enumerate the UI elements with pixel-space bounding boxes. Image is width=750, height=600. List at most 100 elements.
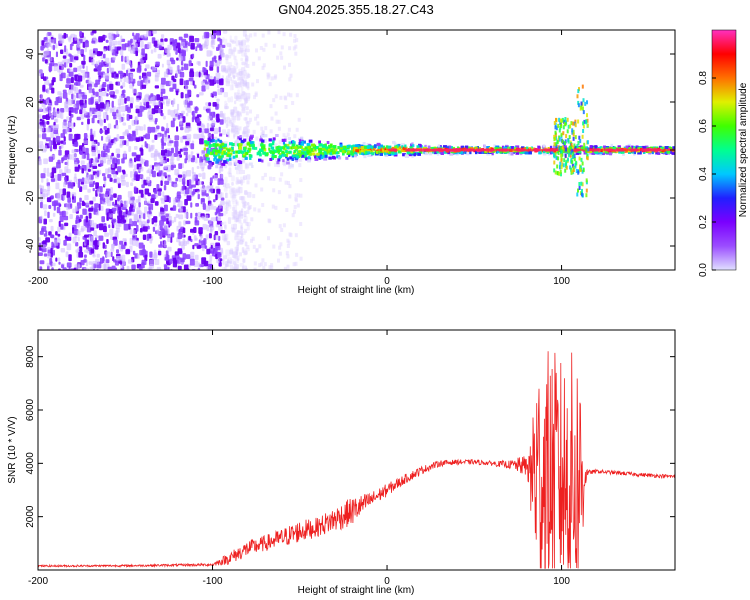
noise-speckle <box>169 140 174 144</box>
noise-speckle <box>56 111 62 118</box>
signal-cell <box>370 152 375 156</box>
noise-speckle <box>219 119 224 125</box>
noise-speckle <box>241 157 246 164</box>
signal-cell <box>204 143 208 147</box>
noise-speckle <box>84 147 89 155</box>
noise-speckle <box>59 74 63 82</box>
noise-speckle <box>38 242 41 247</box>
noise-speckle <box>117 182 121 189</box>
noise-speckle <box>68 133 73 141</box>
noise-speckle <box>227 258 230 264</box>
noise-speckle <box>231 194 237 200</box>
noise-speckle <box>71 135 75 140</box>
noise-speckle <box>128 146 132 152</box>
fade-speckle <box>264 126 268 131</box>
noise-speckle <box>94 83 98 88</box>
noise-speckle <box>216 118 221 122</box>
signal-cell <box>424 144 427 148</box>
fade-speckle <box>258 244 262 249</box>
fade-speckle <box>284 135 288 140</box>
noise-speckle <box>66 160 69 167</box>
noise-speckle <box>57 236 60 241</box>
noise-speckle <box>51 241 54 248</box>
signal-cell <box>232 150 235 154</box>
fade-speckle <box>284 160 287 165</box>
noise-speckle <box>106 148 110 153</box>
fade-speckle <box>231 79 235 84</box>
noise-speckle <box>50 178 56 182</box>
noise-speckle <box>173 183 179 187</box>
noise-speckle <box>74 34 77 41</box>
noise-speckle <box>43 52 48 56</box>
signal-cell <box>408 153 412 157</box>
fade-speckle <box>241 74 245 79</box>
noise-speckle <box>225 54 229 58</box>
noise-speckle <box>107 266 112 270</box>
signal-cell <box>281 153 285 157</box>
noise-speckle <box>223 205 227 210</box>
noise-speckle <box>146 176 151 183</box>
noise-speckle <box>231 121 235 128</box>
noise-speckle <box>188 60 192 67</box>
signal-cell <box>298 150 302 154</box>
noise-speckle <box>66 168 71 174</box>
noise-speckle <box>67 36 72 41</box>
noise-speckle <box>139 147 143 152</box>
noise-speckle <box>224 100 227 105</box>
noise-speckle <box>189 190 192 195</box>
fade-speckle <box>276 55 280 60</box>
noise-speckle <box>49 66 52 73</box>
noise-speckle <box>78 251 84 258</box>
fade-speckle <box>249 33 253 38</box>
noise-speckle <box>169 219 172 226</box>
noise-speckle <box>236 241 240 247</box>
noise-speckle <box>128 114 133 119</box>
noise-speckle <box>88 212 92 219</box>
fade-speckle <box>252 61 256 66</box>
noise-speckle <box>242 132 246 137</box>
signal-cell <box>316 152 320 156</box>
noise-speckle <box>208 102 212 107</box>
noise-speckle <box>125 55 129 61</box>
noise-speckle <box>225 80 230 87</box>
noise-speckle <box>200 149 206 156</box>
signal-cell <box>260 143 264 147</box>
noise-speckle <box>235 40 240 47</box>
noise-speckle <box>98 36 104 43</box>
noise-speckle <box>164 38 168 42</box>
noise-speckle <box>99 223 104 231</box>
signal-cell <box>354 154 357 158</box>
noise-speckle <box>194 254 199 261</box>
fade-speckle <box>253 95 256 100</box>
noise-speckle <box>213 55 217 60</box>
noise-speckle <box>225 103 229 110</box>
noise-speckle <box>211 133 214 141</box>
noise-speckle <box>67 154 73 160</box>
noise-speckle <box>58 34 62 41</box>
noise-speckle <box>92 196 96 202</box>
noise-speckle <box>80 70 86 74</box>
signal-cell <box>401 143 405 147</box>
noise-speckle <box>177 265 182 270</box>
noise-speckle <box>48 156 54 162</box>
noise-speckle <box>196 70 199 77</box>
noise-speckle <box>227 171 230 175</box>
noise-speckle <box>173 216 177 223</box>
noise-speckle <box>218 203 222 209</box>
signal-cell <box>212 149 216 153</box>
noise-speckle <box>161 77 166 85</box>
noise-speckle <box>237 186 241 190</box>
noise-speckle <box>77 49 81 54</box>
fade-speckle <box>244 52 248 57</box>
noise-speckle <box>228 55 232 59</box>
noise-speckle <box>111 265 116 270</box>
noise-speckle <box>236 240 240 244</box>
fade-speckle <box>274 94 278 99</box>
fade-speckle <box>280 172 284 177</box>
noise-speckle <box>244 251 248 255</box>
noise-speckle <box>69 214 73 219</box>
noise-speckle <box>70 77 74 84</box>
noise-speckle <box>105 251 111 258</box>
noise-speckle <box>40 144 44 151</box>
noise-speckle <box>63 182 67 188</box>
